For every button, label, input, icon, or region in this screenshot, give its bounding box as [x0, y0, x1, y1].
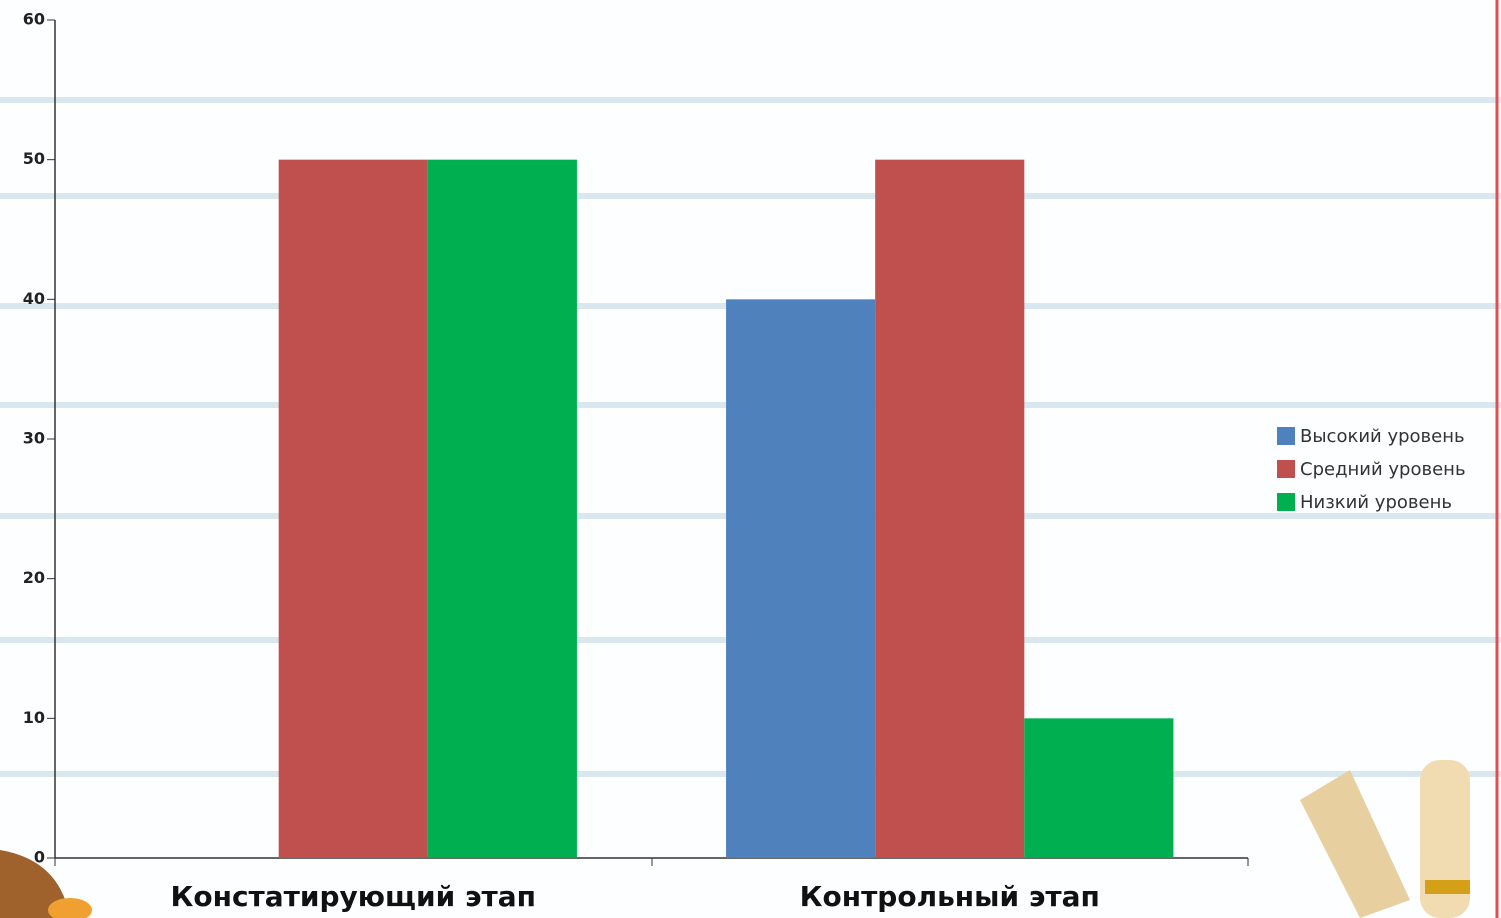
x-tick-label: Констатирующий этап: [170, 880, 536, 913]
legend-label: Высокий уровень: [1300, 426, 1465, 447]
bar: [1024, 718, 1174, 858]
bar: [427, 159, 577, 858]
scroll: [1300, 770, 1410, 918]
basket: [0, 850, 70, 918]
y-tick-label: 10: [23, 708, 45, 727]
legend-swatch: [1277, 427, 1295, 445]
y-tick-label: 0: [34, 848, 45, 867]
legend-label: Средний уровень: [1300, 459, 1466, 480]
y-tick-label: 50: [23, 149, 45, 168]
ribbon: [1425, 880, 1470, 894]
legend-label: Низкий уровень: [1300, 492, 1452, 513]
y-tick-label: 20: [23, 568, 45, 587]
y-tick-label: 30: [23, 429, 45, 448]
y-tick-label: 40: [23, 289, 45, 308]
legend-swatch: [1277, 460, 1295, 478]
y-tick-label: 60: [23, 10, 45, 29]
decoration: [0, 760, 1470, 918]
bar: [875, 159, 1025, 858]
scroll: [1420, 760, 1470, 918]
fruit: [48, 898, 92, 918]
bar: [278, 159, 428, 858]
legend-swatch: [1277, 493, 1295, 511]
x-tick-label: Контрольный этап: [800, 880, 1100, 913]
bar: [726, 299, 876, 858]
